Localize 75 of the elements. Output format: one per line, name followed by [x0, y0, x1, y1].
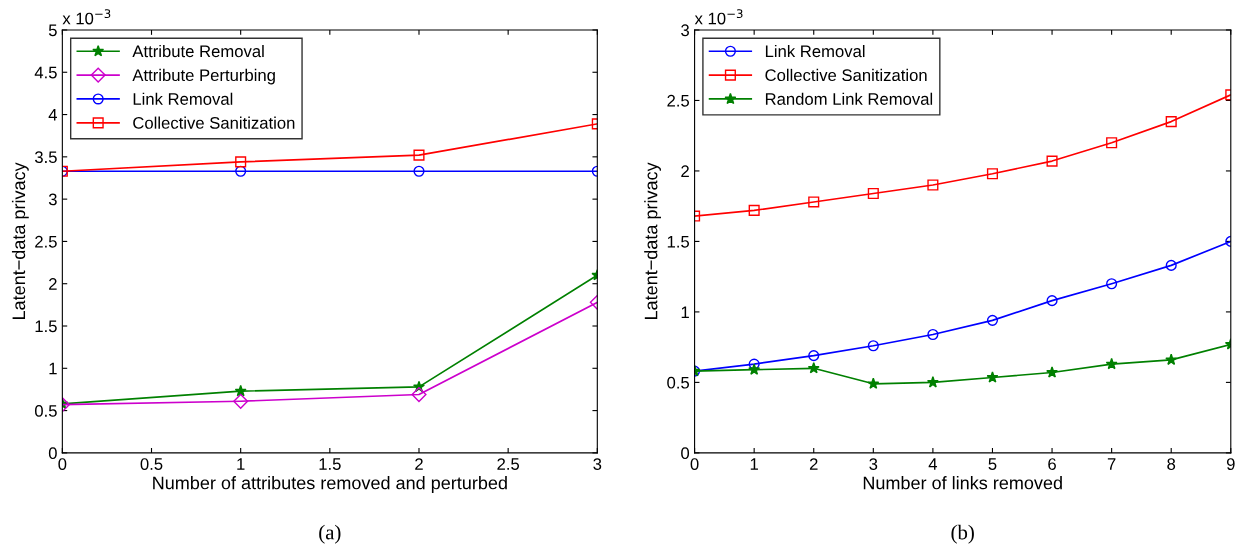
x-axis-title: Number of links removed: [863, 476, 1062, 490]
y-tick-label: 3: [681, 24, 689, 37]
point: [1046, 366, 1059, 378]
y-tick-label: 1.5: [667, 236, 690, 248]
point: [926, 376, 939, 388]
y-tick-label: 0: [48, 447, 57, 460]
point: [867, 377, 880, 389]
legend-label: Collective Sanitization: [765, 68, 927, 82]
text: (a): [319, 524, 341, 544]
x-tick-label: 1: [750, 458, 758, 470]
x-tick-label: 2: [415, 458, 423, 470]
y-tick-label: 2.5: [667, 94, 690, 107]
legend-label: Attribute Removal: [132, 44, 264, 58]
x-tick-label: 6: [1048, 458, 1056, 470]
y-tick-label: 3.5: [34, 151, 57, 164]
text: x 10$^{−3}$: [694, 9, 743, 25]
point: [807, 362, 820, 374]
x-tick-label: 0: [58, 458, 67, 470]
x-tick-label: 2.5: [497, 458, 520, 470]
point: [808, 196, 820, 208]
x-tick-label: 1: [237, 458, 245, 470]
point: [986, 371, 999, 383]
point: [1106, 278, 1118, 290]
x-tick-label: 3: [869, 458, 878, 470]
point: [1106, 137, 1118, 149]
y-tick-label: 3: [48, 193, 57, 206]
legend-label: Link Removal: [133, 92, 233, 105]
x-tick-label: 7: [1107, 458, 1116, 470]
point: [808, 350, 820, 362]
point: [986, 168, 999, 180]
y-tick-label: 1: [49, 362, 57, 375]
x-tick-label: 2: [809, 458, 818, 470]
y-tick-label: 1: [681, 306, 689, 318]
y-tick-label: 4.5: [34, 66, 57, 79]
x-tick-label: 3: [593, 458, 602, 470]
point: [1046, 155, 1058, 167]
point: [413, 149, 425, 161]
y-tick-label: 0.5: [667, 376, 690, 389]
y-axis-title: Latent−data privacy: [11, 162, 29, 319]
y-tick-label: 0.5: [34, 404, 57, 417]
legend-label: Random Link Removal: [765, 92, 933, 105]
point: [867, 187, 879, 200]
point: [1105, 357, 1118, 370]
legend-label: Attribute Perturbing: [132, 68, 275, 85]
x-tick-label: 5: [988, 458, 997, 470]
point: [867, 340, 879, 352]
point: [1165, 116, 1177, 128]
text: (b): [951, 524, 974, 544]
point: [748, 204, 760, 216]
x-tick-label: 9: [1226, 458, 1235, 470]
legend-label: Link Removal: [765, 44, 865, 58]
x-tick-label: 8: [1167, 458, 1176, 470]
y-tick-label: 4: [48, 109, 57, 121]
point: [986, 314, 999, 326]
text: x 10$^{−3}$: [62, 9, 111, 25]
point: [1165, 259, 1177, 271]
y-axis-title: Latent−data privacy: [644, 162, 661, 319]
x-tick-label: 0: [690, 458, 699, 470]
point: [1046, 295, 1058, 307]
x-tick-label: 1.5: [319, 458, 341, 470]
x-axis-title: Number of attributes removed and perturbed: [153, 476, 507, 493]
point: [1165, 353, 1178, 366]
point: [748, 363, 761, 375]
x-tick-label: 0.5: [140, 458, 163, 470]
y-tick-label: 5: [48, 24, 57, 37]
legend-label: Collective Sanitization: [133, 116, 295, 129]
point: [927, 328, 939, 341]
y-tick-label: 1.5: [35, 320, 57, 333]
point: [927, 179, 939, 191]
point: [235, 156, 247, 168]
y-tick-label: 2: [49, 278, 57, 290]
y-tick-label: 2.5: [35, 235, 57, 248]
y-tick-label: 0: [681, 447, 690, 460]
x-tick-label: 4: [928, 458, 938, 470]
y-tick-label: 2: [681, 165, 689, 177]
